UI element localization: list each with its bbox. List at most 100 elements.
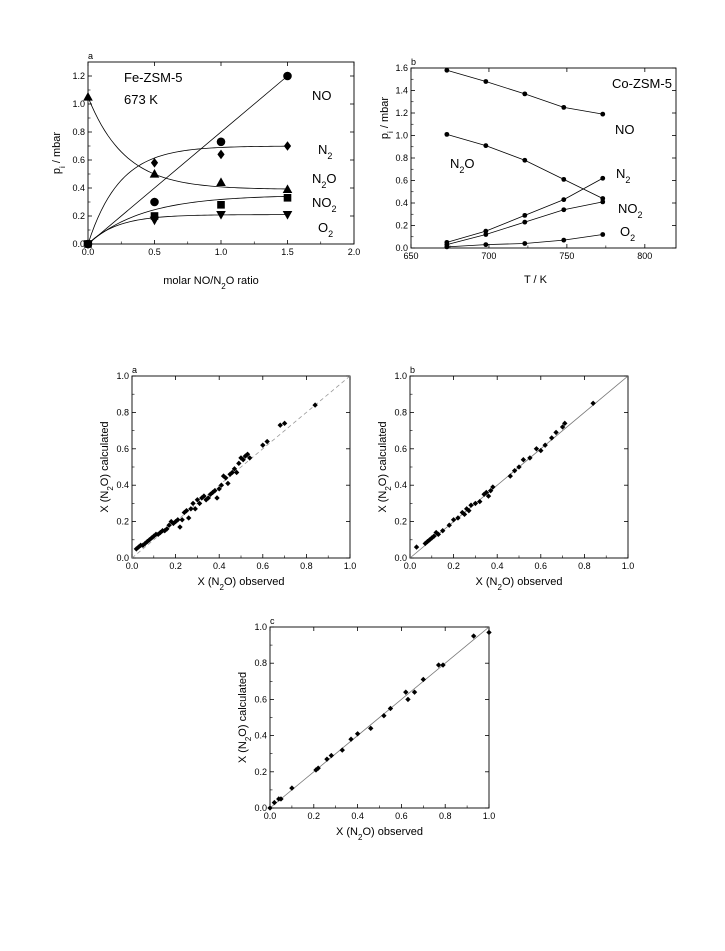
data-point <box>264 438 270 445</box>
data-point <box>218 482 225 488</box>
chart-parity-c: 0.0 0.2 0.4 0.6 0.8 1.00.00.20.40.60.81.0cX (… <box>237 616 495 842</box>
y-axis-label: X (N2O) calculated <box>237 672 253 763</box>
x-tick-label: 0.8 <box>578 561 591 571</box>
data-point <box>483 79 489 84</box>
series-label-no2: NO2 <box>312 195 337 214</box>
data-point <box>315 765 321 771</box>
series-label-n2o: N2O <box>312 171 337 190</box>
data-point <box>600 111 606 117</box>
data-point <box>522 241 528 246</box>
data-point <box>446 522 452 528</box>
data-point <box>149 216 160 226</box>
catalyst-label: Co-ZSM-5 <box>612 76 672 91</box>
x-axis-label: T / K <box>524 274 548 286</box>
data-point <box>179 517 185 523</box>
data-point <box>214 495 220 501</box>
x-tick-label: 1.0 <box>483 811 496 821</box>
parity-diagonal <box>269 626 490 809</box>
data-point <box>244 451 251 457</box>
data-point <box>431 533 437 539</box>
series-no2 <box>444 199 606 248</box>
series-o2 <box>83 211 293 249</box>
catalyst-label: Fe-ZSM-5 <box>124 70 183 85</box>
data-point <box>477 498 483 505</box>
y-tick-label: 1.0 <box>72 99 85 109</box>
y-tick-label: 0.6 <box>254 694 267 704</box>
y-axis-label: pi / mbar <box>379 97 395 139</box>
data-point <box>328 752 335 759</box>
y-tick-label: 0.2 <box>394 517 407 527</box>
x-axis-label: X (N2O) observed <box>476 576 563 592</box>
data-point <box>403 689 409 695</box>
x-tick-label: 650 <box>403 251 418 261</box>
y-tick-label: 0.2 <box>116 517 129 527</box>
panel-label: b <box>411 57 416 67</box>
x-axis-label: molar NO/N2O ratio <box>163 275 259 291</box>
series-n2o <box>83 92 293 193</box>
x-axis-label: X (N2O) observed <box>198 576 285 592</box>
data-point <box>324 756 330 762</box>
x-tick-label: 0.2 <box>308 811 321 821</box>
data-point <box>600 232 606 237</box>
series-label-no2: NO2 <box>618 201 643 220</box>
y-tick-label: 0.6 <box>72 155 85 165</box>
x-axis-label: X (N2O) observed <box>336 826 423 842</box>
x-tick-label: 0.0 <box>404 561 417 571</box>
data-point <box>444 67 450 73</box>
data-point <box>466 507 472 514</box>
data-point <box>411 689 418 695</box>
data-point <box>190 500 196 507</box>
y-tick-label: 0.0 <box>395 243 408 253</box>
data-point <box>225 480 231 487</box>
data-point <box>527 455 533 461</box>
data-point <box>483 228 489 234</box>
data-point <box>470 633 477 639</box>
y-tick-label: 0.8 <box>394 407 407 417</box>
data-point <box>590 400 596 406</box>
series-line <box>87 96 288 190</box>
data-point <box>281 420 288 427</box>
y-tick-label: 0.2 <box>72 211 85 221</box>
y-tick-label: 0.4 <box>72 183 85 193</box>
series-n2o <box>444 131 606 201</box>
data-point <box>223 475 229 481</box>
data-point <box>150 158 159 168</box>
data-point <box>533 446 540 452</box>
data-point <box>236 460 242 467</box>
data-point <box>490 484 496 490</box>
data-point <box>381 713 387 719</box>
y-tick-label: 0.6 <box>395 176 408 186</box>
data-point <box>354 731 361 737</box>
x-tick-label: 0.2 <box>447 561 460 571</box>
data-point <box>562 420 568 427</box>
data-point <box>150 212 159 220</box>
series-label-no: NO <box>615 122 635 137</box>
data-point <box>216 177 226 186</box>
data-point <box>217 201 225 209</box>
data-point <box>483 232 489 237</box>
x-tick-label: 0.4 <box>213 561 226 571</box>
series-label-n2: N2 <box>318 142 332 161</box>
series-label-n2: N2 <box>616 166 630 185</box>
panel-label: b <box>410 365 415 375</box>
x-tick-label: 750 <box>559 251 574 261</box>
y-axis-label: pi / mbar <box>51 132 67 174</box>
x-tick-label: 0.6 <box>535 561 548 571</box>
series-o2 <box>444 232 606 250</box>
x-tick-label: 0.4 <box>351 811 364 821</box>
temperature-label: 673 K <box>124 92 158 107</box>
data-point <box>83 92 93 101</box>
data-point <box>185 515 192 521</box>
data-point <box>561 176 567 182</box>
data-point <box>487 487 494 494</box>
y-tick-label: 0.2 <box>395 221 408 231</box>
data-point <box>166 522 172 528</box>
y-axis-label: X (N2O) calculated <box>99 421 115 512</box>
data-point <box>283 141 292 151</box>
panel-label: a <box>132 365 137 375</box>
x-tick-label: 0.6 <box>257 561 270 571</box>
data-point <box>485 493 492 499</box>
data-point <box>600 196 606 201</box>
chart-parity-b: 0.0 0.2 0.4 0.6 0.8 1.00.00.20.40.60.81.0bX (… <box>377 365 634 592</box>
chart-parity-a: 0.0 0.2 0.4 0.6 0.8 1.00.00.20.40.60.81.0aX (… <box>99 365 356 592</box>
